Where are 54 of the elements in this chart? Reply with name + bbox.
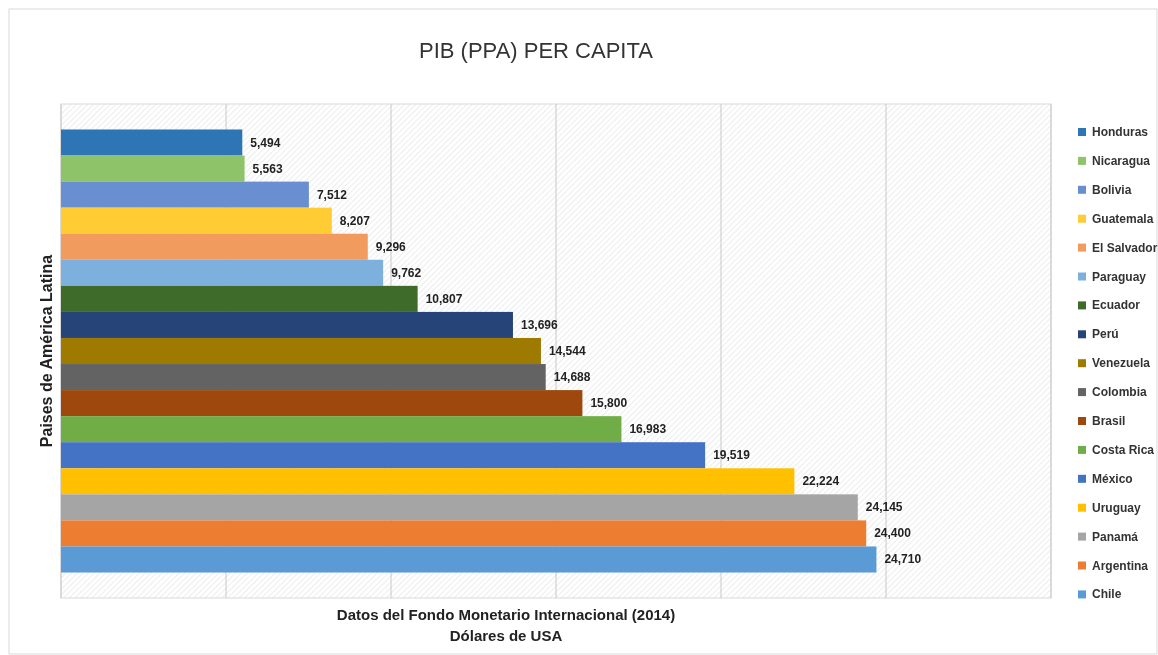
legend-label: Costa Rica: [1092, 442, 1155, 457]
legend-label: El Salvador: [1092, 240, 1158, 255]
legend-label: Panamá: [1092, 529, 1139, 544]
bar: [61, 390, 583, 417]
bar: [61, 494, 858, 521]
data-label: 22,224: [802, 474, 840, 489]
bar: [61, 468, 795, 495]
x-axis-title: Datos del Fondo Monetario Internacional (2014) Dólares de USA: [336, 606, 676, 644]
bar: [61, 155, 245, 182]
bar: [61, 546, 877, 573]
data-label: 15,800: [590, 396, 628, 411]
data-label: 16,983: [629, 422, 667, 437]
legend-label: Paraguay: [1092, 269, 1147, 284]
y-axis-title: Paises de América Latina: [38, 254, 55, 448]
legend-label: Nicaragua: [1092, 153, 1151, 168]
bar: [61, 364, 546, 391]
bar: [61, 259, 384, 286]
legend-label: Guatemala: [1092, 211, 1154, 226]
bar: [61, 285, 418, 312]
data-label: 24,400: [874, 526, 912, 541]
legend-label: México: [1092, 471, 1133, 486]
data-label: 14,544: [548, 344, 586, 358]
data-label: 24,710: [884, 552, 922, 567]
data-label: 9,762: [391, 265, 422, 280]
bar: [61, 442, 706, 469]
legend-label: Ecuador: [1092, 298, 1141, 313]
data-label: 5,494: [250, 135, 281, 150]
bar: [61, 129, 243, 156]
bar: [61, 207, 332, 234]
data-label: 14,688: [553, 370, 591, 385]
bar: [61, 181, 309, 208]
bar: [61, 311, 513, 338]
bar: [61, 337, 541, 365]
legend-label: Argentina: [1092, 558, 1149, 573]
legend-label: Bolivia: [1092, 182, 1132, 197]
data-label: 19,519: [713, 448, 751, 463]
data-label: 9,296: [375, 239, 407, 254]
data-label: 5,563: [252, 161, 283, 176]
data-label: 8,207: [339, 213, 371, 228]
chart-title: PIB (PPA) PER CAPITA: [419, 38, 654, 63]
bar: [61, 416, 622, 443]
legend-label: Chile: [1092, 587, 1122, 602]
legend-label: Colombia: [1092, 385, 1147, 400]
bar: [61, 520, 867, 547]
data-label: 24,145: [865, 500, 903, 515]
legend-label: Uruguay: [1092, 500, 1141, 515]
legend-label: Brasil: [1092, 414, 1126, 428]
data-label: 10,807: [425, 291, 463, 306]
data-label: 7,512: [316, 187, 348, 202]
legend-label: Honduras: [1092, 125, 1149, 139]
data-label: 13,696: [520, 317, 558, 332]
bar: [61, 233, 368, 260]
legend-label: Perú: [1092, 327, 1119, 342]
legend-label: Venezuela: [1092, 356, 1151, 371]
